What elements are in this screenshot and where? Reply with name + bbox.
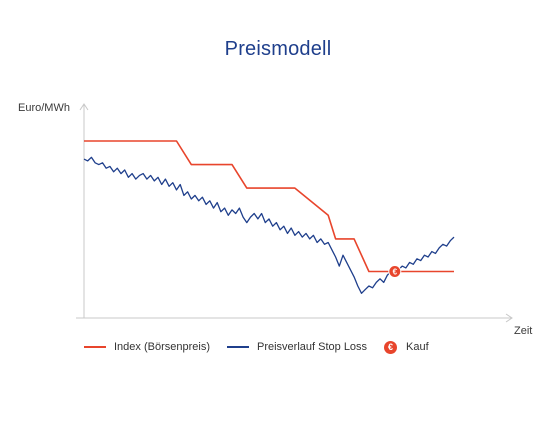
legend-swatch-index (84, 346, 106, 348)
legend-item-kauf: € Kauf (384, 340, 429, 354)
legend-swatch-stop-loss (227, 346, 249, 348)
legend-item-index: Index (Börsenpreis) (84, 340, 210, 354)
euro-icon: € (384, 340, 397, 354)
axes (76, 103, 513, 323)
y-axis-arrow (79, 103, 89, 111)
marker-kauf: € (388, 265, 402, 278)
x-axis-label: Zeit (514, 325, 533, 337)
marker-layer: € (388, 265, 402, 278)
legend-label-stop-loss: Preisverlauf Stop Loss (257, 341, 368, 353)
x-axis-arrow (505, 313, 513, 323)
euro-icon: € (393, 268, 398, 277)
marker-dot (388, 265, 402, 278)
legend-label-index: Index (Börsenpreis) (114, 341, 210, 353)
chart-title: Preismodell (224, 38, 332, 60)
legend-item-stop-loss: Preisverlauf Stop Loss (227, 340, 367, 354)
legend-label-kauf: Kauf (406, 341, 429, 353)
y-axis-label: Euro/MWh (18, 102, 70, 114)
series-line-index-b-rsenpreis (84, 140, 454, 273)
